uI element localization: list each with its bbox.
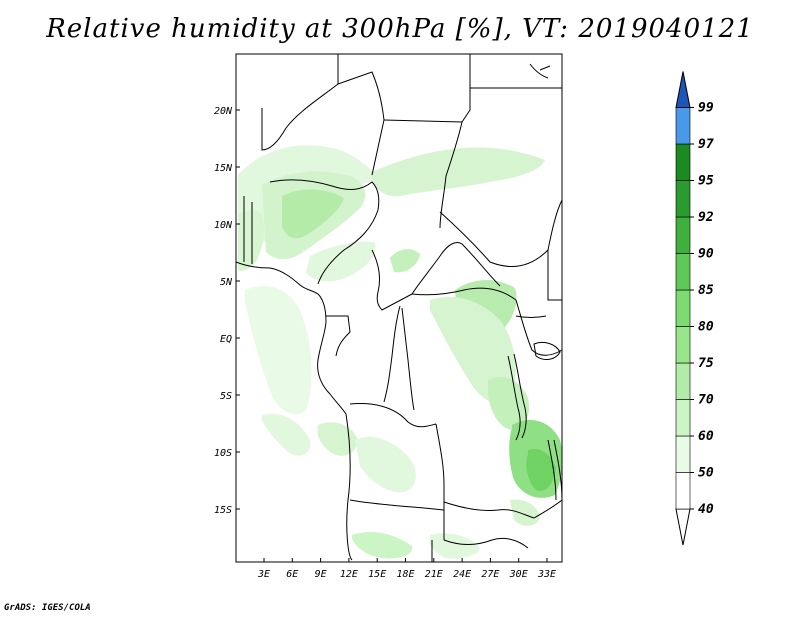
colorbar-label: 70	[698, 393, 714, 408]
lon-tick-label: 24E	[453, 569, 471, 580]
colorbar-segment	[675, 107, 691, 145]
lon-tick-label: 15E	[368, 569, 386, 580]
colorbar-label: 60	[698, 429, 714, 444]
shade-malawi-core	[526, 448, 556, 491]
colorbar-label: 50	[698, 466, 714, 481]
lat-tick-label: 15N	[214, 163, 233, 174]
colorbar-segment	[675, 472, 691, 510]
border-north-sahara	[261, 54, 339, 151]
colorbar-label: 75	[698, 356, 714, 371]
colorbar-segment	[675, 362, 691, 400]
shade-angola-coast	[317, 422, 358, 456]
lon-tick-label: 18E	[396, 569, 414, 580]
border-mozambique	[533, 499, 563, 519]
border-cameroon-car	[371, 249, 413, 311]
border-niger-chad	[383, 54, 471, 123]
border-south-africa	[431, 537, 529, 562]
lat-tick-label: 10N	[214, 220, 233, 231]
border-congo-drc	[383, 305, 401, 403]
border-drc-north	[411, 287, 517, 301]
latitude-axis: 20N 15N 10N 5N EQ 5S 10S 15S	[214, 106, 240, 516]
shade-nigeria	[306, 241, 376, 282]
colorbar-label: 95	[698, 174, 714, 189]
chart-title: Relative humidity at 300hPa [%], VT: 201…	[46, 14, 754, 44]
lon-tick-label: 27E	[481, 569, 499, 580]
colorbar-label: 85	[698, 283, 714, 298]
border-angola-drc	[349, 403, 437, 428]
border-zambia-zim	[443, 501, 535, 519]
humidity-shading	[238, 145, 563, 559]
colorbar-segment	[675, 216, 691, 254]
colorbar-top-arrow	[675, 71, 691, 108]
lon-tick-label: 30E	[509, 569, 528, 580]
border-red-sea	[529, 63, 551, 79]
border-ghana-togo	[243, 196, 253, 264]
colorbar-segment	[675, 399, 691, 437]
shade-car	[390, 249, 420, 273]
coastline-west-africa	[235, 261, 353, 561]
colorbar-label: 40	[698, 502, 714, 517]
colorbar-segment	[675, 289, 691, 327]
border-chad-sudan	[439, 121, 463, 229]
lon-tick-label: 12E	[340, 569, 358, 580]
border-libya-chad	[337, 71, 385, 176]
colorbar: 40 50 60 70 75 80 85 90 92 95 97 99	[675, 71, 714, 546]
shade-chad-band	[372, 147, 545, 197]
shade-angola-south	[355, 436, 416, 493]
credit-label: GrADS: IGES/COLA	[4, 603, 91, 613]
lat-tick-label: 10S	[214, 448, 232, 459]
border-nigeria-niger	[269, 179, 380, 211]
border-lake-tanganyika	[507, 355, 521, 441]
border-east-africa	[515, 299, 563, 356]
colorbar-bottom-arrow	[675, 508, 691, 546]
colorbar-segment	[675, 435, 691, 473]
colorbar-segment	[675, 253, 691, 291]
lat-tick-label: 15S	[214, 505, 232, 516]
lon-tick-label: 6E	[286, 569, 298, 580]
lat-tick-label: 5S	[220, 391, 232, 402]
colorbar-label: 97	[698, 137, 714, 152]
border-uganda	[515, 315, 547, 318]
colorbar-label: 92	[698, 210, 714, 225]
colorbar-label: 80	[698, 320, 714, 335]
shade-south-patch-2	[429, 533, 480, 559]
shade-west-coast	[238, 210, 264, 271]
lon-tick-label: 9E	[315, 569, 327, 580]
border-namibia	[349, 499, 445, 511]
lon-tick-label: 21E	[425, 569, 443, 580]
colorbar-segment	[675, 326, 691, 364]
colorbar-segment	[675, 180, 691, 218]
border-kasai	[401, 307, 415, 411]
colorbar-label: 90	[698, 247, 714, 262]
longitude-axis: 3E 6E 9E 12E 15E 18E 21E 24E 27E 30E 33E	[257, 558, 556, 580]
colorbar-label: 99	[698, 101, 714, 116]
lon-tick-label: 3E	[257, 569, 270, 580]
shade-atlantic-a	[245, 286, 312, 415]
shade-sahel-core	[282, 189, 344, 239]
shade-lake-region	[488, 376, 530, 430]
shade-drc-east	[430, 296, 516, 403]
lat-tick-label: 5N	[220, 277, 233, 288]
shade-atlantic-b	[262, 413, 311, 456]
border-car-sudan	[411, 242, 501, 295]
border-gabon	[326, 315, 351, 357]
political-borders	[235, 54, 563, 562]
border-lake-tanganyika-2	[513, 353, 527, 439]
border-nigeria-cameroon	[317, 209, 379, 285]
shade-moz-channel	[510, 499, 540, 526]
lat-tick-label: EQ	[220, 334, 232, 345]
colorbar-segment	[675, 143, 691, 181]
border-sudan-south	[439, 199, 563, 267]
border-lake-victoria	[533, 341, 561, 360]
border-ethiopia	[547, 250, 562, 301]
lat-tick-label: 20N	[214, 106, 233, 117]
map-frame	[235, 53, 563, 563]
shade-south-patch	[352, 532, 413, 559]
border-angola-zambia	[435, 423, 445, 540]
lon-tick-label: 33E	[537, 569, 556, 580]
